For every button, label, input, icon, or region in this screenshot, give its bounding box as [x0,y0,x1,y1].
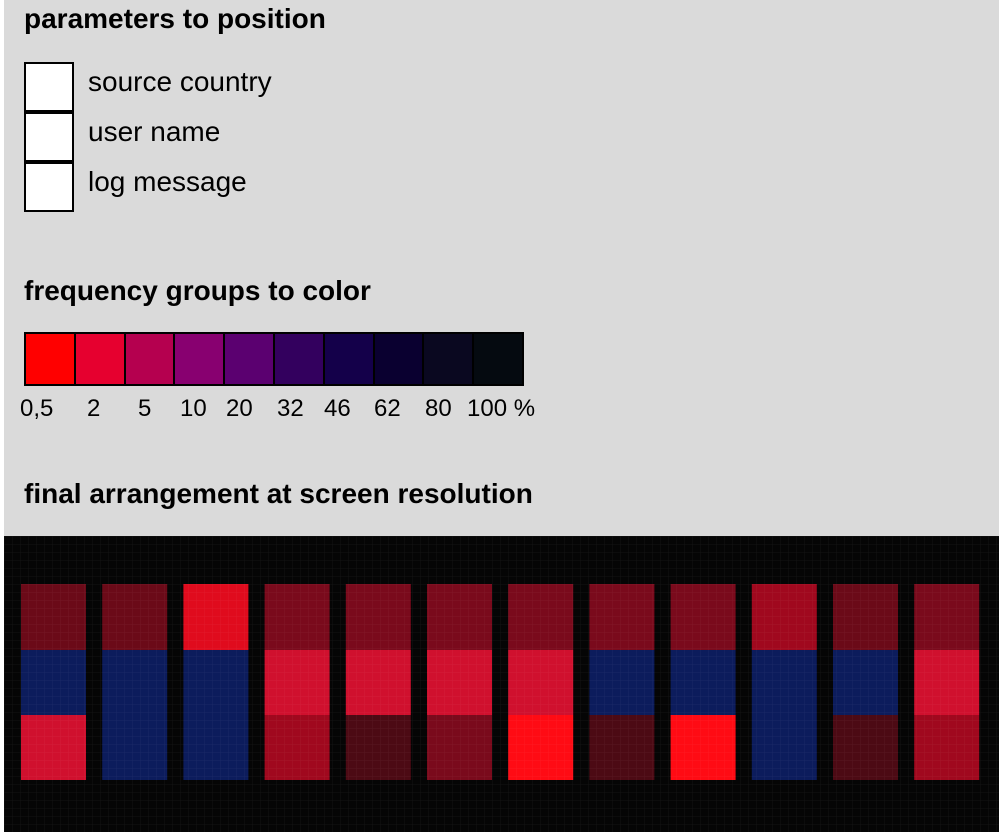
source-country-label: source country [88,66,272,97]
legend-tick-label: 62 [374,395,401,422]
legend-tick-label: 5 [138,395,152,422]
legend-tick-label: 20 [226,395,253,422]
settings-panel: parameters to position source country us… [4,0,999,536]
legend-swatch-4[interactable] [175,334,224,384]
legend-tick-label: 46 [324,395,351,422]
legend-tick-label: 100 % [467,395,536,422]
legend-swatch-5[interactable] [225,334,273,384]
legend-tick-label: 0,5 [20,395,54,422]
legend-swatch-3[interactable] [125,334,174,384]
legend-tick-label: 80 [425,395,452,422]
legend-swatch-8[interactable] [374,334,423,384]
legend-tick-label: 2 [87,395,101,422]
parameters-heading: parameters to position [24,3,326,34]
legend-swatch-7[interactable] [324,334,373,384]
pixel-grid-overlay [4,536,999,832]
legend-tick-label: 32 [277,395,304,422]
legend-swatch-9[interactable] [424,334,473,384]
legend-swatch-1[interactable] [26,334,74,384]
source-country-checkbox[interactable] [24,62,74,112]
legend-swatch-10[interactable] [474,334,522,384]
final-arrangement-view[interactable] [4,536,999,832]
arrangement-canvas [4,536,999,832]
frequency-heading: frequency groups to color [24,275,371,306]
log-message-label: log message [88,166,247,197]
log-message-checkbox[interactable] [24,162,74,212]
legend-tick-label: 10 [180,395,207,422]
legend-swatch-2[interactable] [75,334,124,384]
final-arrangement-heading: final arrangement at screen resolution [24,478,533,509]
frequency-color-legend [24,332,524,386]
user-name-checkbox[interactable] [24,112,74,162]
user-name-label: user name [88,116,221,147]
legend-swatch-6[interactable] [274,334,323,384]
